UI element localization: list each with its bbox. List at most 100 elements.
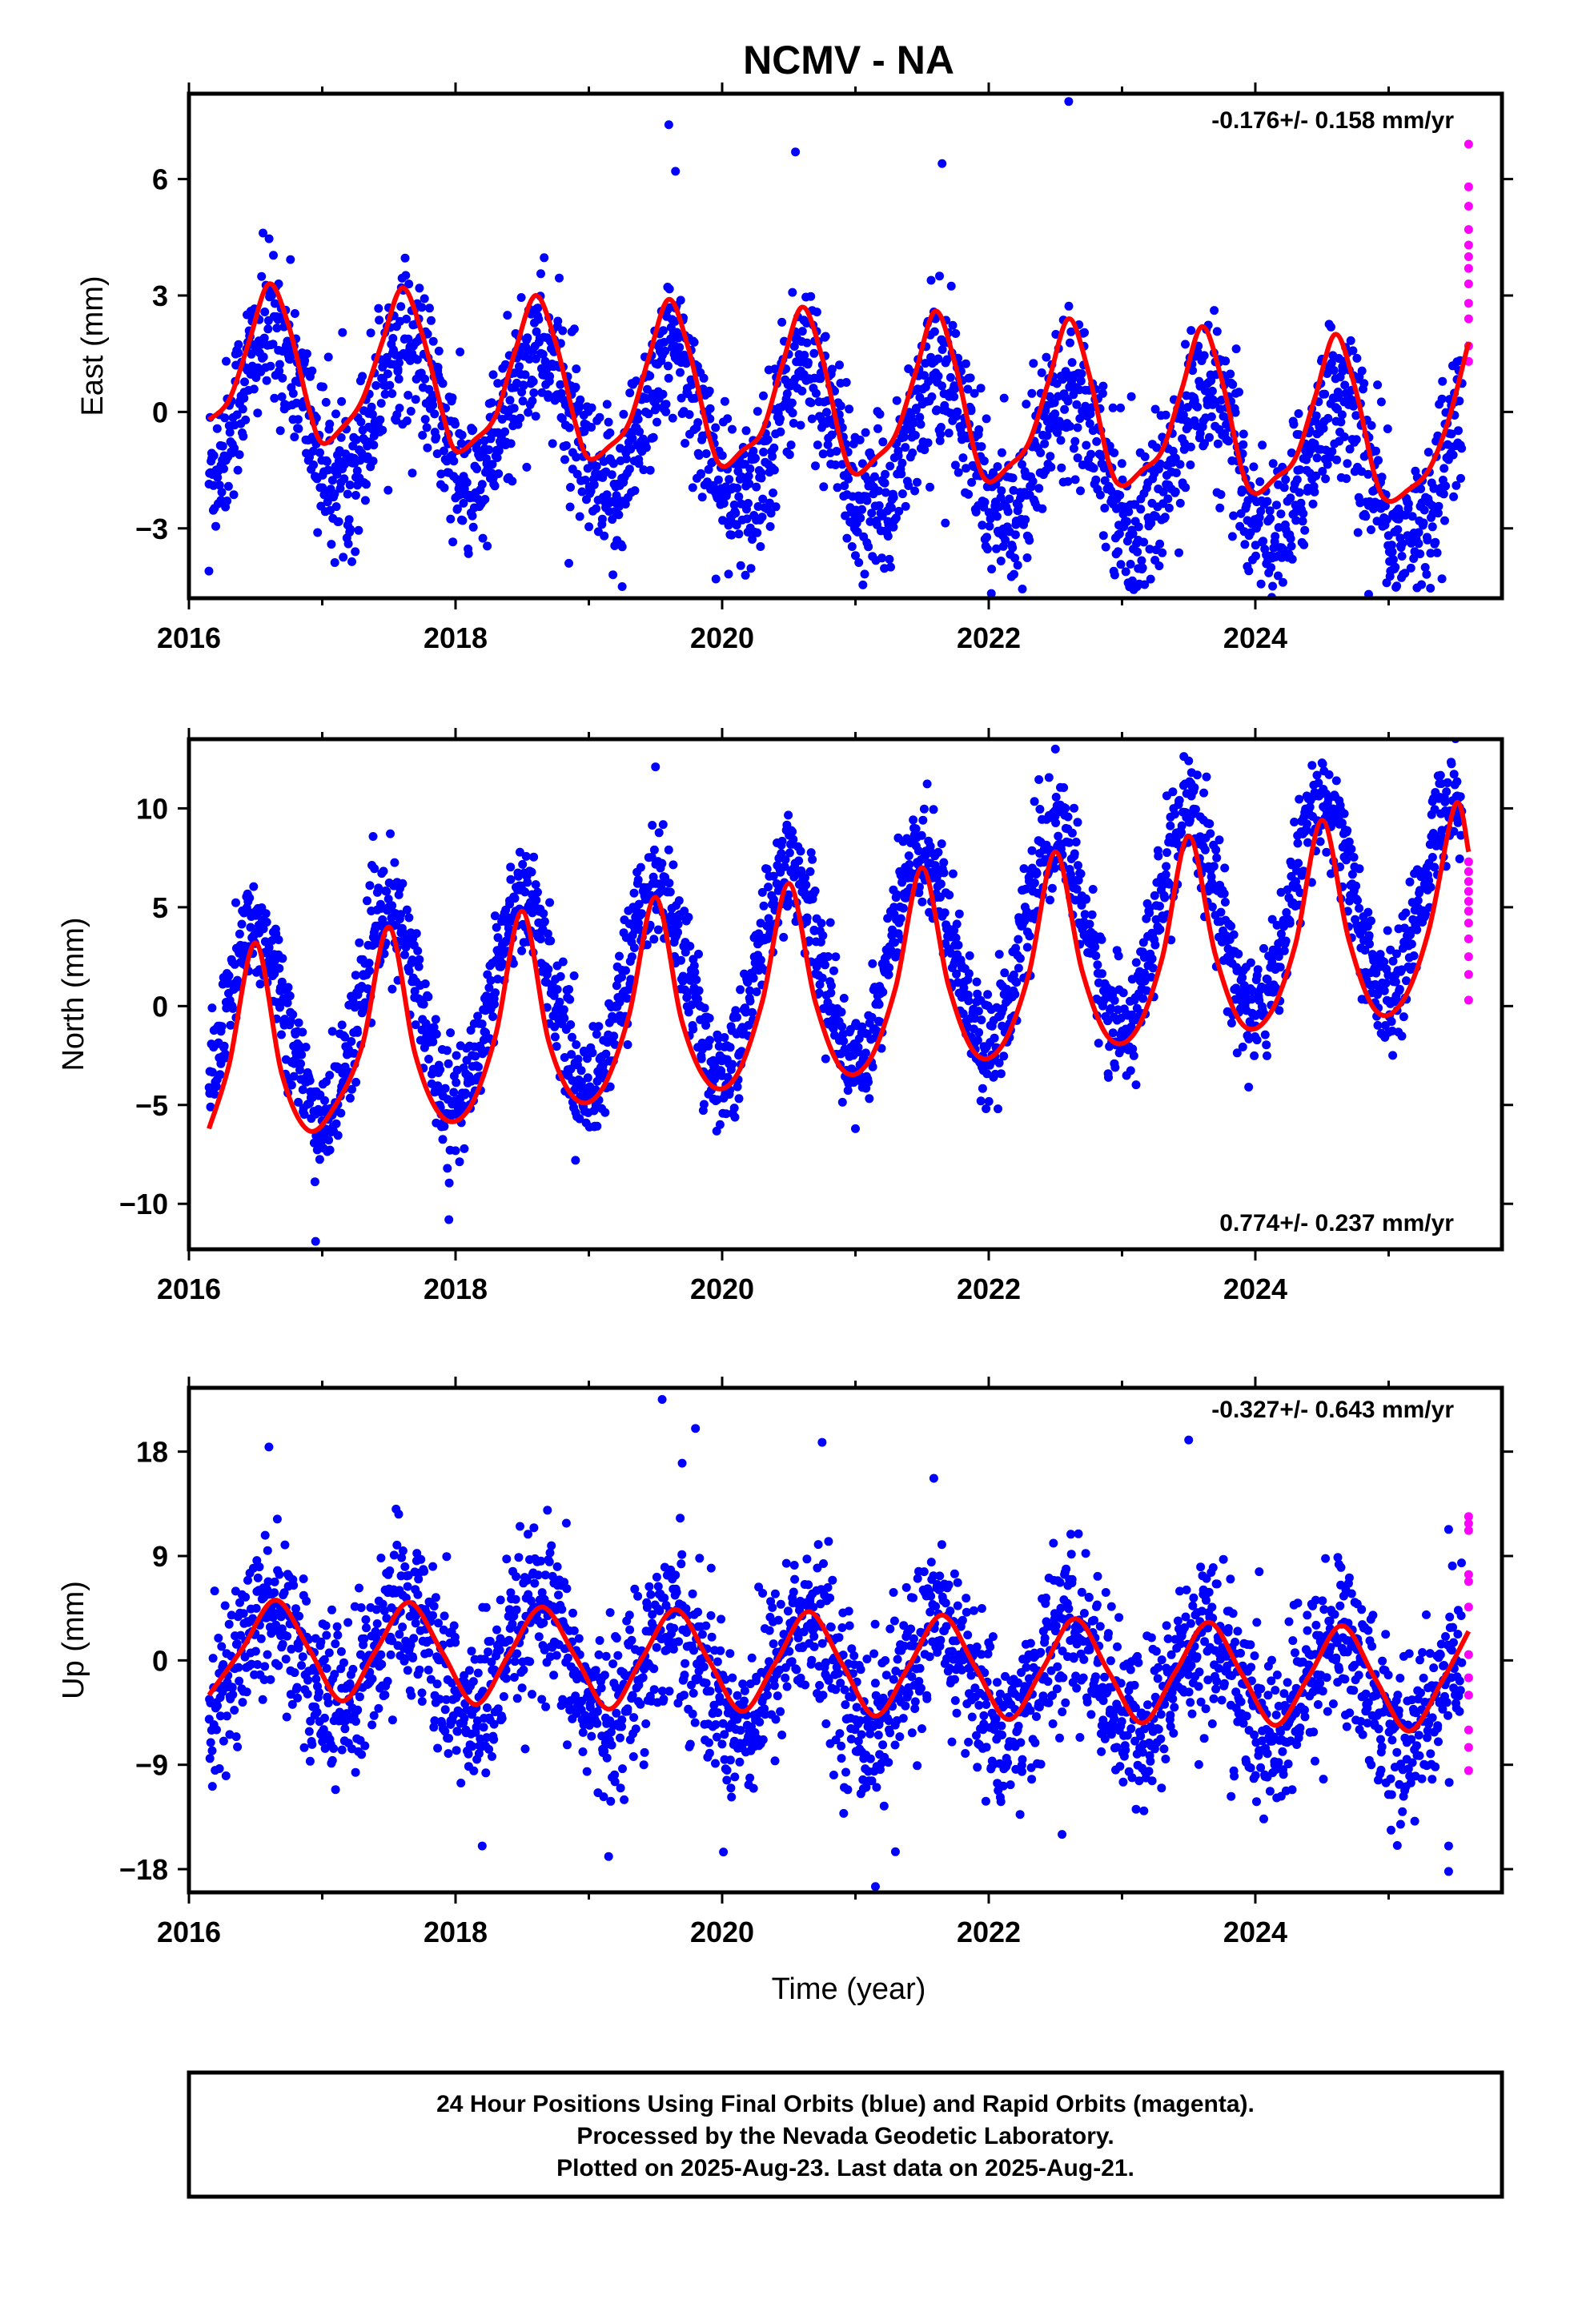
final-orbit-point [529, 852, 539, 862]
final-orbit-point [1433, 431, 1443, 440]
final-orbit-point [629, 943, 639, 952]
final-orbit-point [697, 493, 707, 502]
final-orbit-point [452, 504, 462, 513]
final-orbit-point [1353, 528, 1363, 537]
final-orbit-point [1437, 574, 1447, 584]
final-orbit-point [517, 946, 527, 955]
final-orbit-point [1128, 529, 1138, 538]
final-orbit-point [905, 860, 914, 869]
final-orbit-point [444, 1059, 453, 1068]
final-orbit-point [1291, 516, 1301, 525]
rapid-orbit-point [1464, 263, 1473, 273]
final-orbit-point [1314, 778, 1323, 788]
final-orbit-point [396, 302, 406, 312]
final-orbit-point [741, 570, 750, 580]
final-orbit-point [901, 501, 910, 511]
final-orbit-point [685, 410, 694, 420]
final-orbit-point [1346, 336, 1355, 345]
final-orbit-point [1140, 452, 1150, 461]
final-orbit-point [1299, 509, 1308, 518]
final-orbit-point [444, 1215, 454, 1224]
final-orbit-point [516, 413, 525, 423]
final-orbit-point [245, 893, 255, 903]
final-orbit-point [1010, 990, 1020, 999]
final-orbit-point [402, 416, 412, 425]
final-orbit-point [965, 951, 974, 960]
final-orbit-point [261, 909, 271, 919]
final-orbit-point [893, 451, 903, 460]
final-orbit-point [285, 991, 295, 1001]
final-orbit-point [375, 415, 385, 424]
final-orbit-point [615, 951, 624, 961]
final-orbit-point [1349, 853, 1359, 862]
final-orbit-point [536, 269, 545, 279]
east-rate-label: -0.176+/- 0.158 mm/yr [1211, 107, 1454, 134]
final-orbit-point [451, 1146, 460, 1156]
final-orbit-point [1186, 442, 1195, 452]
final-orbit-point [723, 414, 733, 424]
final-orbit-point [420, 415, 430, 424]
final-orbit-point [769, 489, 777, 497]
final-orbit-point [1235, 388, 1243, 397]
final-orbit-point [977, 442, 986, 452]
final-orbit-point [1147, 954, 1157, 963]
final-orbit-point [637, 909, 647, 919]
final-orbit-point [519, 381, 528, 390]
final-orbit-point [1409, 951, 1419, 960]
final-orbit-point [1040, 439, 1050, 448]
final-orbit-point [333, 1131, 343, 1140]
final-orbit-point [264, 234, 274, 243]
final-orbit-point [1205, 432, 1214, 442]
final-orbit-point [1086, 449, 1096, 459]
final-orbit-point [1073, 818, 1082, 827]
final-orbit-point [1392, 949, 1401, 959]
final-orbit-point [1098, 969, 1106, 979]
final-orbit-point [432, 449, 442, 459]
final-orbit-point [705, 1035, 714, 1045]
final-orbit-point [555, 997, 564, 1007]
final-orbit-point [802, 913, 812, 923]
final-orbit-point [705, 1013, 714, 1023]
final-orbit-point [625, 388, 635, 398]
final-orbit-point [566, 1020, 576, 1029]
final-orbit-point [684, 1007, 693, 1017]
final-orbit-point [865, 517, 875, 526]
final-orbit-point [1077, 369, 1086, 379]
final-orbit-point [1424, 876, 1434, 885]
final-orbit-point [1457, 728, 1466, 737]
final-orbit-point [440, 446, 448, 456]
final-orbit-point [446, 1028, 456, 1038]
final-orbit-point [1407, 939, 1416, 949]
final-orbit-point [1053, 428, 1062, 437]
final-orbit-point [583, 1073, 592, 1083]
final-orbit-point [690, 967, 700, 977]
rapid-orbit-point [1464, 877, 1473, 887]
final-orbit-point [393, 364, 403, 374]
final-orbit-point [456, 348, 465, 356]
final-orbit-point [289, 1072, 299, 1081]
final-orbit-point [1000, 968, 1010, 978]
final-orbit-point [234, 340, 243, 349]
rapid-orbit-point [1464, 907, 1473, 916]
final-orbit-point [428, 1037, 438, 1047]
final-orbit-point [982, 1104, 991, 1113]
final-orbit-point [564, 423, 574, 432]
final-orbit-point [394, 374, 404, 384]
final-orbit-point [1070, 849, 1079, 858]
final-orbit-point [908, 448, 917, 457]
final-orbit-point [1063, 396, 1073, 406]
final-orbit-point [1154, 851, 1163, 861]
final-orbit-point [1312, 770, 1322, 780]
final-orbit-point [889, 522, 898, 532]
final-orbit-point [668, 413, 677, 423]
final-orbit-point [1001, 535, 1010, 545]
final-orbit-point [232, 410, 242, 420]
final-orbit-point [521, 851, 531, 861]
final-orbit-point [669, 860, 678, 870]
y-tick-label: 3 [152, 279, 168, 312]
final-orbit-point [1050, 409, 1060, 419]
final-orbit-point [685, 942, 695, 951]
final-orbit-point [759, 448, 769, 456]
final-orbit-point [484, 445, 494, 455]
final-orbit-point [609, 1031, 619, 1041]
